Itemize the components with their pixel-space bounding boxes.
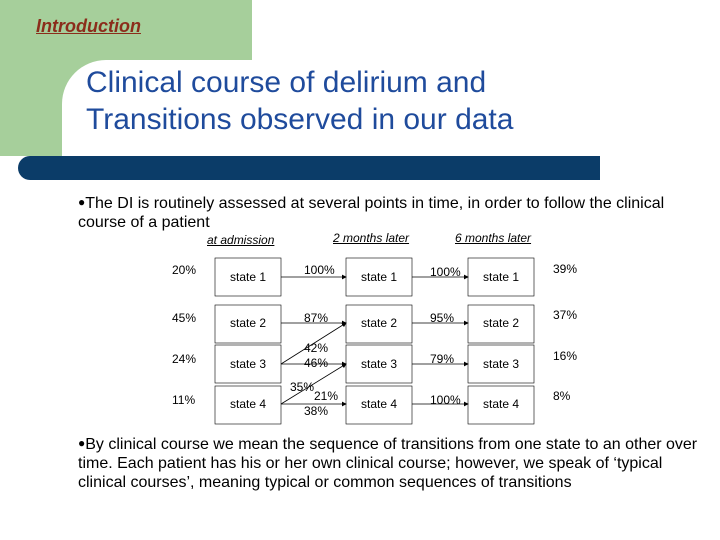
state-label-admission-1: state 1 bbox=[230, 270, 266, 284]
state-box-admission-3 bbox=[214, 344, 282, 384]
state-box-admission-4 bbox=[214, 385, 282, 425]
section-label: Introduction bbox=[36, 16, 141, 36]
state-label-6mo-1: state 1 bbox=[483, 270, 519, 284]
state-label-admission-3: state 3 bbox=[230, 357, 266, 371]
bullet-1-text: The DI is routinely assessed at several … bbox=[78, 195, 665, 231]
transition-pct-4-3: 35% bbox=[290, 380, 315, 394]
state-box-6mo-2 bbox=[467, 304, 535, 344]
slide-title-line-2: Transitions observed in our data bbox=[86, 103, 514, 136]
final-pct-state-2: 37% bbox=[553, 308, 578, 322]
bullet-2-text: By clinical course we mean the sequence … bbox=[78, 436, 698, 491]
bullet-dot-icon: ● bbox=[78, 436, 86, 450]
column-label-6-months: 6 months later bbox=[455, 231, 532, 245]
final-pct-state-3: 16% bbox=[553, 349, 578, 363]
transition-pct-1-1: 100% bbox=[304, 263, 335, 277]
slide-title-line-1: Clinical course of delirium and bbox=[86, 66, 487, 99]
column-label-2-months: 2 months later bbox=[333, 231, 410, 245]
bullet-paragraph-1: ●The DI is routinely assessed at several… bbox=[78, 193, 678, 232]
transition-pct-3-2: 42% bbox=[304, 341, 329, 355]
final-pct-state-4: 8% bbox=[553, 389, 571, 403]
transition-pct-2mo-3: 79% bbox=[430, 352, 455, 366]
state-label-6mo-4: state 4 bbox=[483, 397, 519, 411]
state-box-2mo-4 bbox=[345, 385, 413, 425]
state-box-2mo-2 bbox=[345, 304, 413, 344]
title-card bbox=[62, 60, 720, 156]
transition-pct-4-4-upper: 21% bbox=[314, 389, 339, 403]
state-box-admission-2 bbox=[214, 304, 282, 344]
state-box-6mo-4 bbox=[467, 385, 535, 425]
state-label-admission-2: state 2 bbox=[230, 316, 266, 330]
bullet-paragraph-2: ●By clinical course we mean the sequence… bbox=[78, 434, 698, 492]
bullet-dot-icon: ● bbox=[78, 195, 86, 209]
transition-pct-2mo-4: 100% bbox=[430, 393, 461, 407]
state-label-6mo-2: state 2 bbox=[483, 316, 519, 330]
admission-pct-state-1: 20% bbox=[172, 263, 197, 277]
transition-pct-3-3: 46% bbox=[304, 356, 329, 370]
column-label-admission: at admission bbox=[207, 233, 275, 247]
state-label-6mo-3: state 3 bbox=[483, 357, 519, 371]
transition-pct-2mo-2: 95% bbox=[430, 311, 455, 325]
transition-pct-4-4: 38% bbox=[304, 404, 329, 418]
state-box-6mo-1 bbox=[467, 257, 535, 297]
admission-pct-state-4: 11% bbox=[172, 393, 196, 407]
state-label-2mo-3: state 3 bbox=[361, 357, 397, 371]
transition-pct-2mo-1: 100% bbox=[430, 265, 461, 279]
state-label-2mo-1: state 1 bbox=[361, 270, 397, 284]
state-label-2mo-2: state 2 bbox=[361, 316, 397, 330]
state-label-2mo-4: state 4 bbox=[361, 397, 397, 411]
state-box-2mo-3 bbox=[345, 344, 413, 384]
arrow-s3-to-s2-a bbox=[280, 322, 347, 365]
final-pct-state-1: 39% bbox=[553, 262, 578, 276]
admission-pct-state-2: 45% bbox=[172, 311, 197, 325]
state-box-6mo-3 bbox=[467, 344, 535, 384]
slide-title: Clinical course of delirium and Transiti… bbox=[86, 64, 513, 138]
state-box-2mo-1 bbox=[345, 257, 413, 297]
transition-pct-2-2: 87% bbox=[304, 311, 329, 325]
state-label-admission-4: state 4 bbox=[230, 397, 266, 411]
title-underline-bar bbox=[18, 156, 600, 180]
admission-pct-state-3: 24% bbox=[172, 352, 197, 366]
arrow-s4-to-s3-a bbox=[280, 363, 347, 405]
